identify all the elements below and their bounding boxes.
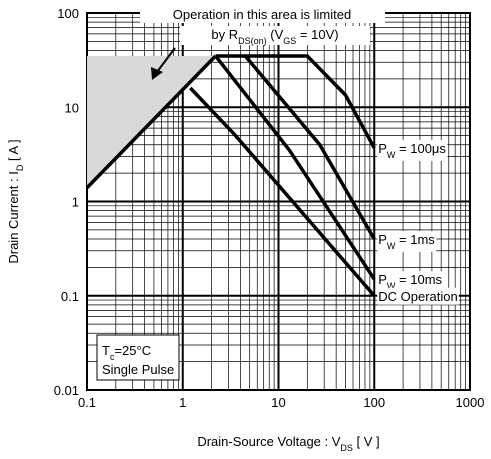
annotation-text-part: = 10V) xyxy=(296,27,338,42)
x-axis-label-part: Drain-Source Voltage : V xyxy=(197,434,340,449)
y-tick-label: 0.1 xyxy=(61,289,79,304)
series-label-part: W xyxy=(387,281,396,291)
conditions-box xyxy=(96,334,180,381)
series-label: PW = 10ms xyxy=(378,272,442,291)
annotation-text-part: (V xyxy=(267,27,284,42)
y-tick-label: 1 xyxy=(72,195,79,210)
series-label-bg xyxy=(377,231,437,253)
annotation-text: Operation in this area is limited xyxy=(173,7,351,22)
series-line xyxy=(189,86,376,297)
y-tick-label: 0.01 xyxy=(54,383,79,398)
series-label-part: W xyxy=(387,241,396,251)
y-axis-label-part: D xyxy=(15,164,25,171)
conditions-text: Single Pulse xyxy=(102,362,174,377)
conditions-text: Tc=25°C xyxy=(102,343,151,362)
series-label-part: P xyxy=(378,272,387,287)
annotation-text-part: by R xyxy=(211,27,238,42)
annotation-arrowhead xyxy=(151,67,163,80)
y-tick-label: 100 xyxy=(57,6,79,21)
series-label: DC Operation xyxy=(378,289,457,304)
series-label-part: = 10ms xyxy=(395,272,442,287)
annotation-text-part: GS xyxy=(283,36,296,46)
series-line xyxy=(214,54,376,281)
x-tick-label: 1000 xyxy=(456,395,485,410)
series-label-bg xyxy=(377,271,444,293)
x-axis-label-part: [ V ] xyxy=(353,434,380,449)
series-line xyxy=(215,54,376,149)
x-tick-label: 10 xyxy=(271,395,285,410)
y-axis-label-part: Drain Current : I xyxy=(6,171,21,263)
series-label-bg xyxy=(377,139,448,161)
conditions-text-part: T xyxy=(102,343,110,358)
x-tick-label: 0.1 xyxy=(78,395,96,410)
x-axis-label: Drain-Source Voltage : VDS [ V ] xyxy=(197,434,379,453)
annotation-bg xyxy=(180,26,370,45)
annotation-text-part: DS(on) xyxy=(238,36,267,46)
series-label-part: W xyxy=(387,150,396,160)
y-tick-label: 10 xyxy=(65,100,79,115)
x-axis-label-part: DS xyxy=(340,443,353,453)
conditions-text-part: c xyxy=(110,352,115,362)
conditions-text-part: Single Pulse xyxy=(102,362,174,377)
series-line xyxy=(243,54,376,240)
series-line xyxy=(85,54,217,189)
series-label-part: P xyxy=(378,141,387,156)
series-label: PW = 1ms xyxy=(378,232,435,251)
annotation-text: by RDS(on) (VGS = 10V) xyxy=(211,27,338,46)
conditions-text-part: =25°C xyxy=(114,343,151,358)
series-label-part: = 1ms xyxy=(395,232,435,247)
y-axis-label-part: [ A ] xyxy=(6,139,21,164)
y-axis-label: Drain Current : ID [ A ] xyxy=(6,139,25,263)
series-label-bg xyxy=(377,287,459,305)
annotation-arrow xyxy=(156,47,176,73)
series-label: PW = 100μs xyxy=(378,141,446,160)
series-label-part: DC Operation xyxy=(378,289,457,304)
annotation-text-part: Operation in this area is limited xyxy=(173,7,351,22)
series-label-part: = 100μs xyxy=(395,141,446,156)
series-label-part: P xyxy=(378,232,387,247)
plot xyxy=(85,6,385,297)
x-tick-label: 100 xyxy=(363,395,385,410)
annotation-bg xyxy=(140,6,385,23)
x-tick-label: 1 xyxy=(179,395,186,410)
